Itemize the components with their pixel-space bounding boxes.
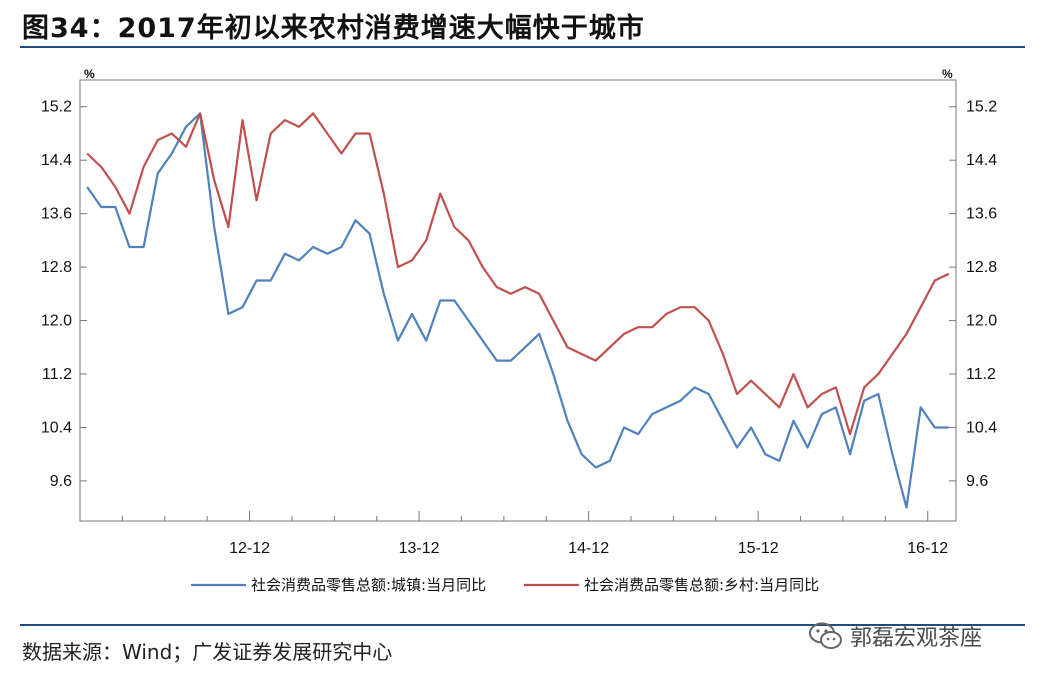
series-line-rural	[86, 112, 950, 436]
legend: 社会消费品零售总额:城镇:当月同比 社会消费品零售总额:乡村:当月同比	[191, 576, 819, 594]
y-tick-label-left: 13.6	[41, 206, 72, 223]
source-rule	[20, 624, 1025, 626]
x-tick-label: 12-12	[229, 540, 270, 557]
watermark-text: 郭磊宏观茶座	[850, 626, 983, 651]
left-axis: 9.6 10.4 11.2 12.0 12.8 13.6 14.4 15.2	[41, 99, 87, 490]
right-unit-label: %	[942, 67, 953, 81]
y-tick-label-right: 12.8	[966, 259, 997, 276]
y-tick-label-right: 9.6	[966, 473, 988, 490]
right-axis: 9.6 10.4 11.2 12.0 12.8 13.6 14.4 15.2	[949, 99, 997, 490]
y-tick-label-right: 14.4	[966, 152, 997, 169]
y-tick-label-right: 13.6	[966, 206, 997, 223]
series-line-urban	[86, 112, 949, 509]
x-axis: 12-12 13-12 14-12 15-12 16-12	[79, 511, 948, 557]
legend-label-rural: 社会消费品零售总额:乡村:当月同比	[584, 576, 819, 594]
series-layer	[86, 112, 950, 509]
y-tick-label-left: 12.8	[41, 259, 72, 276]
y-tick-label-left: 15.2	[41, 99, 72, 116]
chart-title: 图34：2017年初以来农村消费增速大幅快于城市	[22, 13, 645, 44]
title-rule	[20, 46, 1025, 48]
y-tick-label-left: 10.4	[41, 419, 72, 436]
plot-frame	[79, 79, 957, 522]
y-tick-label-right: 11.2	[966, 366, 996, 383]
y-tick-label-right: 12.0	[966, 313, 997, 330]
y-tick-label-left: 14.4	[41, 152, 72, 169]
y-tick-label-left: 11.2	[42, 366, 72, 383]
y-tick-label-left: 9.6	[50, 473, 72, 490]
y-tick-label-left: 12.0	[41, 313, 72, 330]
source-note: 数据来源：Wind；广发证券发展研究中心	[22, 640, 393, 664]
x-tick-label: 13-12	[399, 540, 440, 557]
x-tick-label: 14-12	[568, 540, 609, 557]
x-tick-label: 15-12	[738, 540, 779, 557]
legend-label-urban: 社会消费品零售总额:城镇:当月同比	[251, 576, 486, 594]
watermark: 郭磊宏观茶座	[808, 620, 982, 652]
y-tick-label-right: 15.2	[966, 99, 997, 116]
x-tick-label: 16-12	[907, 540, 948, 557]
left-unit-label: %	[84, 67, 95, 81]
y-tick-label-right: 10.4	[966, 419, 997, 436]
wechat-icon	[809, 622, 842, 649]
